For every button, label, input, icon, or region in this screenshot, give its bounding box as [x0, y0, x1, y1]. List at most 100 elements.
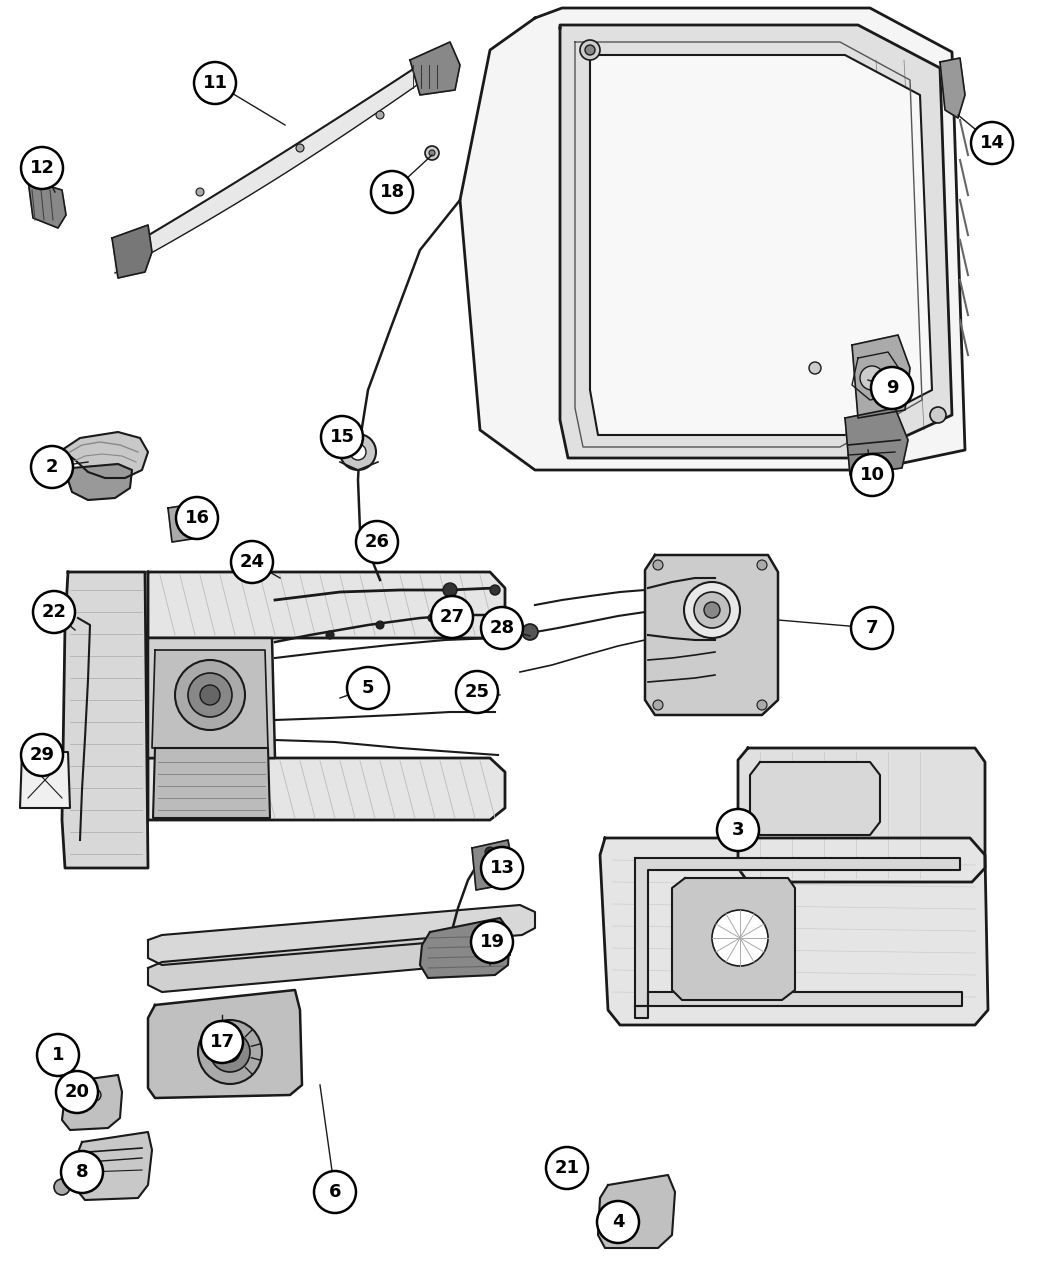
Circle shape: [37, 1034, 79, 1076]
Text: 18: 18: [379, 184, 404, 201]
Circle shape: [585, 45, 595, 55]
Circle shape: [54, 1179, 70, 1195]
Circle shape: [757, 560, 766, 570]
Text: 27: 27: [440, 608, 464, 626]
Circle shape: [429, 150, 435, 156]
Polygon shape: [20, 752, 70, 808]
Polygon shape: [62, 432, 148, 478]
Text: 4: 4: [612, 1213, 625, 1230]
Text: 28: 28: [489, 618, 514, 638]
Text: 6: 6: [329, 1183, 341, 1201]
Circle shape: [61, 1151, 103, 1193]
Polygon shape: [153, 748, 270, 819]
Polygon shape: [148, 759, 505, 820]
Circle shape: [485, 847, 495, 857]
Circle shape: [569, 1169, 575, 1176]
Polygon shape: [152, 650, 268, 748]
Circle shape: [481, 847, 523, 889]
Circle shape: [56, 1071, 98, 1113]
Text: 24: 24: [239, 553, 265, 571]
Circle shape: [32, 446, 74, 488]
Circle shape: [742, 835, 748, 842]
Circle shape: [376, 621, 384, 629]
Text: 15: 15: [330, 428, 355, 446]
Circle shape: [371, 171, 413, 213]
Circle shape: [188, 673, 232, 717]
Circle shape: [430, 595, 473, 638]
Polygon shape: [168, 504, 205, 542]
Text: 25: 25: [464, 683, 489, 701]
Circle shape: [314, 1170, 356, 1213]
Text: 7: 7: [866, 618, 878, 638]
Circle shape: [321, 416, 363, 458]
Circle shape: [522, 623, 538, 640]
Circle shape: [860, 366, 884, 390]
Polygon shape: [672, 878, 795, 1000]
Text: 11: 11: [203, 74, 228, 92]
Circle shape: [653, 700, 663, 710]
Circle shape: [231, 541, 273, 583]
Circle shape: [21, 147, 63, 189]
Circle shape: [52, 1051, 67, 1065]
Polygon shape: [148, 572, 505, 638]
Circle shape: [57, 1054, 63, 1061]
Circle shape: [21, 734, 63, 776]
Polygon shape: [420, 918, 510, 978]
Circle shape: [425, 147, 439, 159]
Circle shape: [492, 609, 504, 621]
Text: 5: 5: [362, 680, 374, 697]
Circle shape: [580, 40, 600, 60]
Circle shape: [210, 1031, 250, 1072]
Circle shape: [376, 111, 384, 119]
Circle shape: [850, 607, 892, 649]
Circle shape: [546, 1148, 588, 1190]
Polygon shape: [852, 335, 910, 418]
Polygon shape: [738, 748, 985, 882]
Text: 19: 19: [480, 933, 504, 951]
Polygon shape: [750, 762, 880, 835]
Circle shape: [296, 144, 304, 152]
Text: 2: 2: [46, 458, 58, 476]
Polygon shape: [68, 464, 132, 500]
Circle shape: [481, 607, 523, 649]
Text: 3: 3: [732, 821, 744, 839]
Circle shape: [200, 685, 220, 705]
Polygon shape: [62, 1075, 122, 1130]
Polygon shape: [148, 932, 510, 992]
Circle shape: [653, 560, 663, 570]
Circle shape: [717, 810, 759, 850]
Text: 21: 21: [554, 1159, 580, 1177]
Text: 1: 1: [51, 1046, 64, 1065]
Text: 12: 12: [29, 159, 55, 177]
Text: 9: 9: [886, 379, 898, 397]
Circle shape: [565, 1165, 579, 1179]
Polygon shape: [62, 572, 148, 868]
Circle shape: [850, 454, 892, 496]
Circle shape: [757, 700, 766, 710]
Text: 14: 14: [980, 134, 1005, 152]
Circle shape: [220, 1042, 240, 1062]
Polygon shape: [75, 1132, 152, 1200]
Text: 20: 20: [64, 1082, 89, 1102]
Polygon shape: [845, 408, 908, 476]
Circle shape: [694, 592, 730, 629]
Circle shape: [356, 521, 398, 564]
Text: 17: 17: [210, 1033, 234, 1051]
Polygon shape: [148, 638, 275, 759]
Circle shape: [597, 1201, 639, 1243]
Circle shape: [346, 667, 388, 709]
Circle shape: [684, 581, 740, 638]
Polygon shape: [116, 57, 430, 273]
Polygon shape: [148, 905, 536, 965]
Polygon shape: [635, 992, 962, 1006]
Circle shape: [89, 1089, 101, 1102]
Circle shape: [704, 602, 720, 618]
Polygon shape: [940, 57, 965, 119]
Circle shape: [738, 831, 752, 845]
Circle shape: [176, 497, 218, 539]
Text: 22: 22: [42, 603, 66, 621]
Polygon shape: [590, 55, 932, 435]
Circle shape: [196, 187, 204, 196]
Polygon shape: [635, 858, 960, 1017]
Circle shape: [428, 615, 436, 622]
